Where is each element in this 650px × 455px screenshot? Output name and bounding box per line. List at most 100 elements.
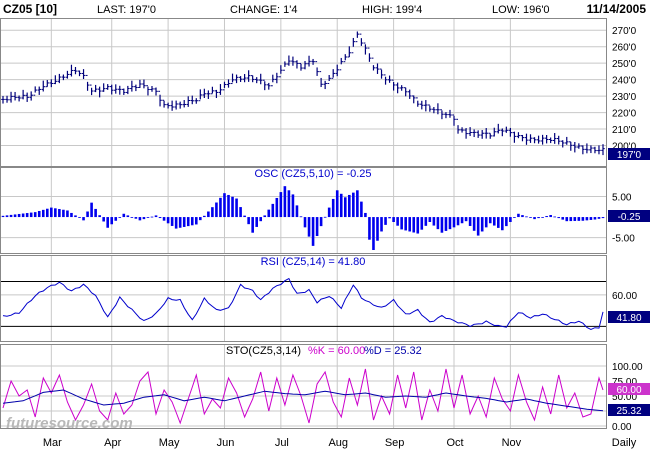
price-tick-label: 260'0 — [612, 43, 637, 54]
osc-bar — [247, 217, 250, 225]
osc-bar — [335, 190, 339, 218]
change-value: CHANGE: 1'4 — [230, 4, 298, 16]
rsi-title: RSI (CZ5,14) = 41.80 — [261, 256, 366, 268]
osc-bar — [452, 217, 456, 228]
sto-k-line — [2, 368, 604, 425]
osc-bar — [255, 217, 258, 227]
x-label-oct: Oct — [446, 437, 463, 449]
osc-bar — [263, 215, 267, 218]
osc-bar — [223, 193, 226, 218]
osc-bar — [114, 217, 118, 221]
last-price: LAST: 197'0 — [97, 4, 156, 16]
x-axis-labels: Mar Apr May Jun Jul Aug Sep Oct Nov Daily — [43, 437, 637, 449]
osc-bar — [521, 215, 524, 218]
osc-bar — [17, 213, 21, 218]
sto-d-tag-text: 25.32 — [616, 406, 641, 417]
osc-bar — [420, 217, 424, 230]
osc-bar — [408, 217, 412, 232]
x-label-may: May — [159, 437, 180, 449]
osc-bar — [581, 217, 585, 221]
osc-bar — [235, 198, 238, 218]
osc-bar — [440, 217, 444, 233]
high-value: HIGH: 199'4 — [362, 4, 422, 16]
osc-bar — [207, 211, 210, 218]
x-label-mar: Mar — [43, 437, 62, 449]
osc-bar — [98, 215, 101, 218]
price-last-tag-text: 197'0 — [617, 150, 642, 161]
osc-bar — [476, 217, 480, 236]
osc-bar — [283, 186, 287, 218]
osc-bar — [243, 215, 246, 218]
osc-bar — [537, 217, 540, 219]
osc-bar — [480, 217, 484, 232]
low-value: LOW: 196'0 — [492, 4, 550, 16]
sto-k-tag — [608, 383, 650, 395]
osc-bar — [529, 217, 532, 218]
sto-tick-label: 100.00 — [612, 362, 643, 373]
osc-bar — [271, 203, 275, 218]
grid: 270'0 260'0 250'0 240'0 230'0 220'0 210'0 200'0… — [1, 19, 643, 433]
osc-bar — [388, 217, 391, 219]
sto-k-label: %K = 60.00 — [308, 345, 365, 357]
osc-bar — [456, 217, 460, 226]
osc-bar — [239, 207, 242, 218]
osc-bar — [432, 217, 436, 226]
osc-last-tag-text: -0.25 — [618, 212, 641, 223]
watermark: futuresource.com — [6, 415, 133, 432]
osc-bar — [376, 217, 379, 241]
x-label-daily: Daily — [612, 437, 637, 449]
osc-bar — [86, 211, 89, 218]
osc-bar — [557, 217, 561, 219]
osc-bar — [134, 217, 138, 219]
osc-bar — [589, 217, 593, 220]
price-tick-label: 200'0 — [612, 142, 637, 153]
osc-bar — [110, 217, 114, 225]
osc-bar — [94, 208, 97, 218]
sto-k-tag-text: 60.00 — [616, 385, 641, 396]
osc-bar — [323, 216, 327, 218]
osc-bar — [25, 213, 29, 218]
osc-bar — [126, 215, 130, 218]
osc-bar — [259, 217, 263, 222]
osc-bar — [66, 210, 69, 218]
osc-bar — [561, 217, 565, 220]
osc-bar — [295, 205, 299, 218]
rsi-last-tag — [608, 311, 650, 323]
osc-bar — [78, 217, 81, 218]
osc-bar — [203, 215, 206, 218]
price-panel — [0, 18, 607, 167]
osc-bar — [327, 207, 331, 218]
sto-title: STO(CZ5,3,14) — [226, 345, 301, 357]
osc-bar — [275, 197, 279, 218]
osc-bar — [291, 194, 295, 218]
x-label-jul: Jul — [275, 437, 289, 449]
osc-bar — [517, 213, 520, 218]
osc-bar — [356, 190, 359, 218]
osc-bar — [178, 217, 182, 228]
price-tick-label: 270'0 — [612, 26, 637, 37]
osc-bar — [573, 217, 577, 221]
osc-bar — [464, 217, 468, 222]
osc-bar — [21, 213, 25, 218]
price-tick-label: 220'0 — [612, 109, 637, 120]
osc-bar — [513, 217, 516, 218]
x-label-nov: Nov — [502, 437, 522, 449]
osc-bar — [525, 216, 528, 218]
price-tick-label: 250'0 — [612, 59, 637, 70]
osc-bar — [267, 209, 271, 218]
osc-bar — [106, 217, 109, 228]
osc-bar — [549, 215, 552, 218]
osc-bar — [118, 217, 122, 218]
osc-bar — [460, 217, 464, 224]
osc-bar — [211, 207, 214, 218]
osc-bar — [331, 198, 335, 218]
osc-bar — [577, 217, 581, 221]
x-label-apr: Apr — [104, 437, 121, 449]
osc-bar — [70, 212, 73, 218]
osc-bar — [384, 217, 387, 225]
osc-bar — [5, 215, 9, 218]
osc-bar — [150, 216, 154, 218]
osc-bar — [368, 217, 371, 240]
sto-d-tag — [608, 404, 650, 416]
sto-panel — [0, 344, 607, 429]
